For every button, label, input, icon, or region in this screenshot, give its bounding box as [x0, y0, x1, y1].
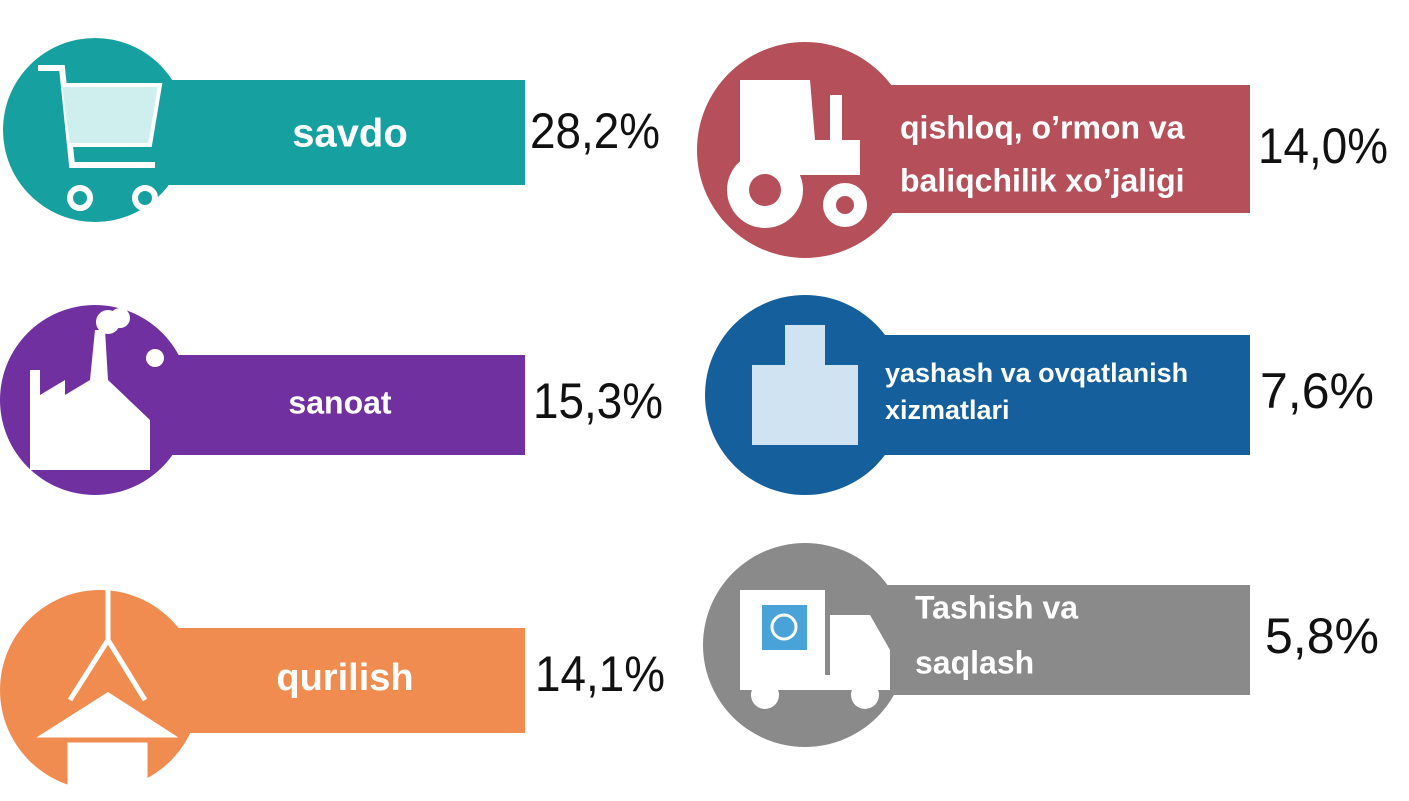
label: qurilish	[276, 657, 413, 699]
label-line: baliqchilik xo’jaligi	[900, 162, 1185, 198]
label-line: Tashish va	[915, 589, 1078, 625]
label: savdo	[292, 112, 408, 156]
bar	[850, 335, 1250, 455]
crane-icon	[36, 575, 179, 801]
item-qishloq: qishloq, o’rmon va baliqchilik xo’jaligi…	[697, 42, 1388, 258]
cart-icon	[38, 65, 163, 211]
bar	[150, 80, 525, 185]
value: 28,2%	[530, 103, 660, 159]
item-tashish: Tashish va saqlash 5,8%	[703, 543, 1379, 747]
item-sanoat: sanoat 15,3%	[0, 305, 663, 495]
item-qurilish: qurilish 14,1%	[0, 575, 665, 801]
bar	[830, 85, 1250, 213]
factory-icon	[30, 308, 164, 470]
value: 14,1%	[535, 646, 665, 702]
label-line: qishloq, o’rmon va	[900, 109, 1185, 145]
bar	[150, 355, 525, 455]
label-line: saqlash	[915, 644, 1034, 680]
item-yashash: yashash va ovqatlanish xizmatlari 7,6%	[705, 295, 1374, 495]
bar	[830, 585, 1250, 695]
value: 5,8%	[1265, 608, 1379, 664]
value: 14,0%	[1258, 118, 1388, 174]
label-line: yashash va ovqatlanish	[885, 358, 1188, 388]
value: 15,3%	[533, 373, 663, 429]
label: sanoat	[288, 384, 391, 420]
hotel-icon	[752, 325, 858, 445]
truck-icon	[740, 590, 890, 709]
tractor-icon	[727, 80, 867, 228]
label-line: xizmatlari	[885, 395, 1010, 425]
value: 7,6%	[1260, 363, 1374, 419]
item-savdo: savdo 28,2%	[3, 38, 660, 222]
bar	[150, 628, 525, 733]
